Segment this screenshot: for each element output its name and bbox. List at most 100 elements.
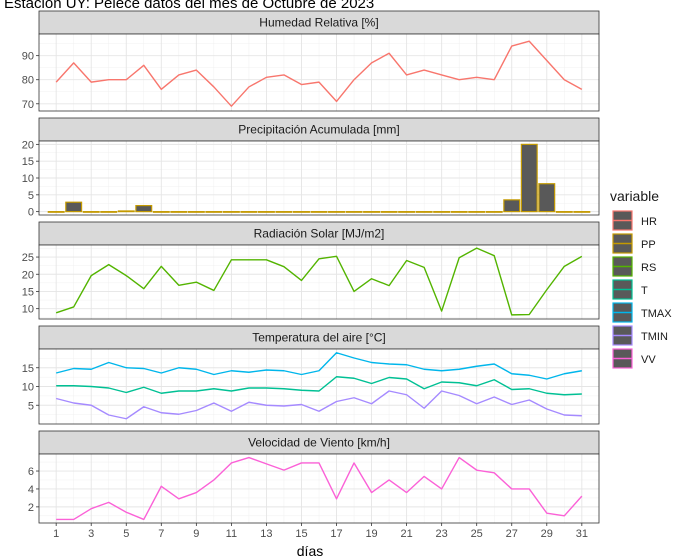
x-tick-label: 31 (576, 528, 588, 540)
x-tick-label: 1 (53, 528, 59, 540)
bar-PP-13 (257, 211, 275, 213)
bar-PP-25 (468, 211, 486, 213)
x-tick-label: 25 (471, 528, 483, 540)
bar-PP-3 (82, 211, 100, 213)
y-tick-label: 0 (28, 207, 34, 219)
bar-PP-16 (310, 211, 328, 213)
panel-title: Velocidad de Viento [km/h] (248, 436, 390, 450)
line-TMIN (55, 390, 582, 420)
panel-title: Precipitación Acumulada [mm] (238, 123, 399, 137)
line-T (56, 376, 582, 396)
y-tick-label: 15 (22, 286, 34, 298)
legend-label: HR (641, 216, 657, 228)
legend-label: PP (641, 239, 656, 251)
y-tick-label: 90 (22, 51, 34, 63)
line-RS (55, 247, 583, 316)
y-tick-label: 5 (28, 400, 34, 412)
panel-4: Temperatura del aire [°C] 5 10 15 (22, 325, 600, 425)
x-tick-label: 9 (193, 528, 199, 540)
legend-label: VV (641, 354, 656, 366)
bar-PP-18 (345, 211, 363, 213)
panel-border (38, 140, 600, 216)
x-axis: 1 3 5 7 9 11 13 15 17 19 21 23 25 27 29 31 (53, 523, 588, 540)
panel-title: Humedad Relativa [%] (259, 16, 378, 30)
bar-PP-23 (433, 211, 451, 213)
bar-PP-26 (485, 211, 503, 213)
bar-PP-11 (222, 211, 240, 213)
panel-title: Temperatura del aire [°C] (252, 331, 386, 345)
y-tick-label: 20 (22, 139, 34, 151)
bar-PP-31 (573, 211, 591, 213)
legend-item-HR: HR (612, 210, 657, 231)
legend-item-RS: RS (612, 256, 656, 277)
y-tick-label: 20 (22, 269, 34, 281)
bar-PP-5 (117, 210, 135, 213)
y-tick-label: 15 (22, 363, 34, 375)
bar-PP-4 (100, 211, 118, 213)
y-tick-label: 25 (22, 252, 34, 264)
y-tick-label: 4 (28, 484, 34, 496)
bar-PP-15 (292, 211, 310, 213)
legend-label: TMAX (641, 308, 672, 320)
panel-5: Velocidad de Viento [km/h] 2 4 6 (28, 430, 600, 524)
bar-PP-28 (520, 143, 538, 213)
legend: variable HR PP RS T TMAX TMIN VV (610, 188, 672, 369)
x-tick-label: 21 (400, 528, 412, 540)
bar-PP-9 (187, 211, 205, 213)
x-tick-label: 17 (330, 528, 342, 540)
y-tick-label: 80 (22, 75, 34, 87)
bar-PP-27 (503, 199, 521, 213)
legend-item-TMAX: TMAX (612, 302, 672, 323)
bar-PP-20 (380, 211, 398, 213)
bar-PP-29 (538, 183, 556, 213)
line-VV (56, 456, 583, 521)
panel-border (38, 453, 600, 524)
panels: Humedad Relativa [%] 70 80 90 Precipitación … (22, 10, 600, 524)
x-tick-label: 19 (365, 528, 377, 540)
x-tick-label: 3 (88, 528, 94, 540)
legend-label: TMIN (641, 331, 668, 343)
legend-label: RS (641, 262, 656, 274)
bar-PP-12 (240, 211, 258, 213)
x-tick-label: 27 (506, 528, 518, 540)
bar-PP-8 (170, 211, 188, 213)
y-tick-label: 15 (22, 156, 34, 168)
bar-PP-30 (555, 211, 573, 213)
x-tick-label: 15 (295, 528, 307, 540)
legend-item-PP: PP (612, 233, 656, 254)
x-tick-label: 13 (260, 528, 272, 540)
legend-item-TMIN: TMIN (612, 325, 668, 346)
panel-border (38, 348, 600, 425)
y-tick-label: 10 (22, 173, 34, 185)
x-tick-label: 7 (158, 528, 164, 540)
legend-item-VV: VV (612, 348, 656, 369)
bar-PP-19 (363, 211, 381, 213)
y-tick-label: 2 (28, 502, 34, 514)
bar-PP-2 (65, 201, 83, 213)
bar-PP-10 (205, 211, 223, 213)
panel-1: Humedad Relativa [%] 70 80 90 (22, 10, 600, 112)
legend-label: T (641, 285, 648, 297)
x-tick-label: 23 (436, 528, 448, 540)
x-tick-label: 11 (226, 528, 237, 540)
panel-3: Radiación Solar [MJ/m2] 10 15 20 25 (22, 221, 600, 320)
legend-item-T: T (612, 279, 648, 300)
panel-title: Radiación Solar [MJ/m2] (254, 227, 385, 241)
x-tick-label: 5 (123, 528, 129, 540)
bar-PP-17 (328, 211, 346, 213)
panel-border (38, 244, 600, 320)
bar-PP-1 (47, 211, 65, 213)
line-HR (55, 40, 583, 107)
y-tick-label: 5 (28, 190, 34, 202)
bar-PP-21 (398, 211, 416, 213)
y-tick-label: 10 (22, 382, 34, 394)
x-axis-title: días (297, 543, 323, 559)
line-TMAX (55, 352, 582, 380)
legend-title: variable (610, 188, 659, 204)
chart-title: Estación UY: Pelece datos del mes de Oct… (4, 0, 374, 12)
bar-PP-7 (152, 211, 170, 213)
panel-border (38, 33, 600, 112)
panel-2: Precipitación Acumulada [mm] 0 5 10 15 20 (22, 117, 600, 219)
y-tick-label: 6 (28, 466, 34, 478)
bar-PP-6 (135, 204, 153, 213)
